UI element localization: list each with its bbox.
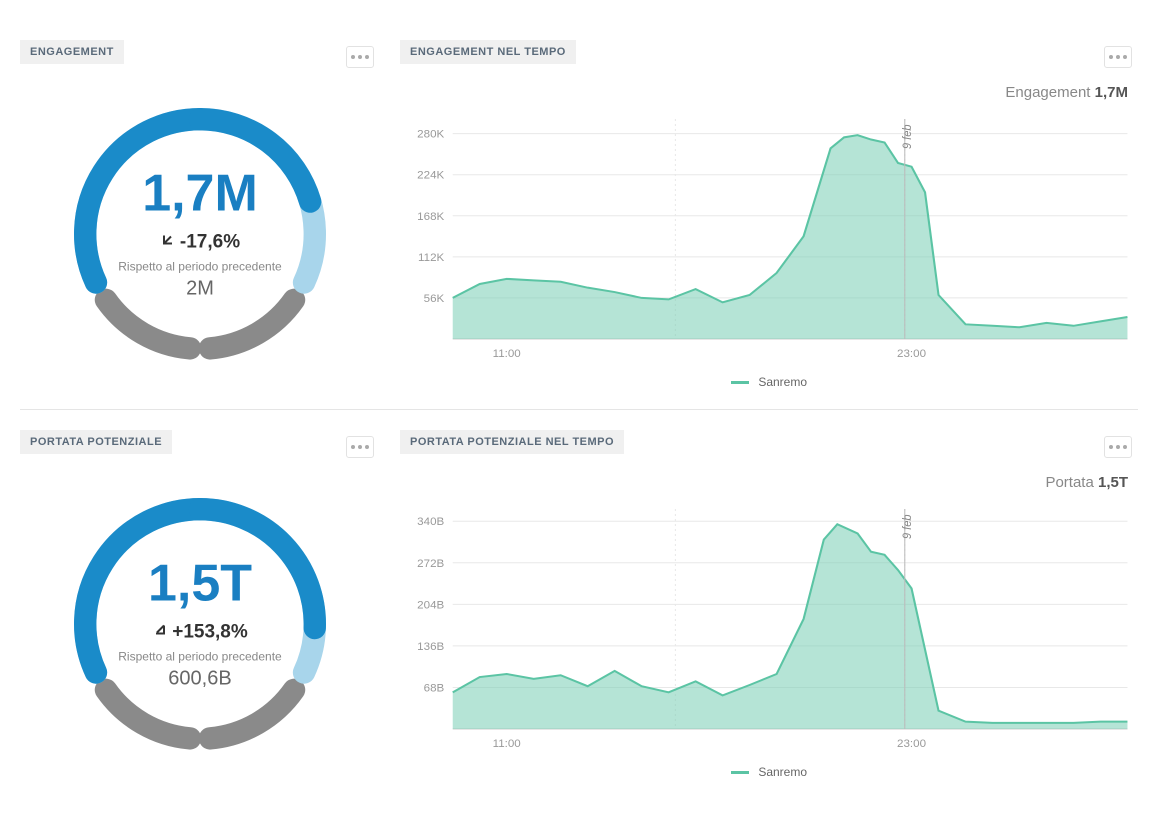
engagement-value: 1,7M [100,168,300,220]
engagement-gauge-panel: ENGAGEMENT 1,7M -17,6% Rispetto al perio… [20,40,380,389]
reach-chart-panel: PORTATA POTENZIALE NEL TEMPO Portata 1,5… [400,430,1138,779]
engagement-change: -17,6% [100,232,300,254]
engagement-title: ENGAGEMENT [20,40,124,64]
svg-text:9 feb: 9 feb [902,515,914,539]
svg-text:340B: 340B [417,516,444,528]
reach-chart: 68B 136B 204B 272B 340B 11:00 23:00 9 feb [400,499,1138,759]
svg-text:23:00: 23:00 [897,738,926,750]
svg-text:136B: 136B [417,641,444,653]
legend-swatch-icon [731,771,749,774]
menu-button-reach[interactable] [346,436,374,458]
svg-text:9 feb: 9 feb [902,125,914,149]
svg-text:168K: 168K [417,211,445,223]
engagement-chart-header: Engagement 1,7M [400,84,1138,101]
svg-text:112K: 112K [418,252,445,264]
engagement-chart-panel: ENGAGEMENT NEL TEMPO Engagement 1,7M 56K… [400,40,1138,389]
engagement-sub-label: Rispetto al periodo precedente [100,260,300,274]
engagement-chart-title: ENGAGEMENT NEL TEMPO [400,40,576,64]
svg-text:56K: 56K [424,293,445,305]
svg-text:11:00: 11:00 [493,348,521,360]
svg-text:224K: 224K [417,170,445,182]
menu-button-engagement-chart[interactable] [1104,46,1132,68]
reach-gauge-panel: PORTATA POTENZIALE 1,5T +153,8% Rispetto… [20,430,380,779]
svg-text:272B: 272B [417,558,444,570]
reach-row: PORTATA POTENZIALE 1,5T +153,8% Rispetto… [20,409,1138,799]
svg-text:280K: 280K [417,129,445,141]
svg-text:204B: 204B [417,600,444,612]
reach-chart-title: PORTATA POTENZIALE NEL TEMPO [400,430,624,454]
reach-legend: Sanremo [400,765,1138,779]
reach-prev-value: 600,6B [100,668,300,691]
reach-gauge: 1,5T +153,8% Rispetto al periodo precede… [60,484,340,764]
reach-title: PORTATA POTENZIALE [20,430,172,454]
engagement-gauge: 1,7M -17,6% Rispetto al periodo preceden… [60,94,340,374]
reach-change: +153,8% [100,622,300,644]
svg-text:11:00: 11:00 [493,738,521,750]
reach-value: 1,5T [100,558,300,610]
arrow-up-icon [152,622,168,644]
engagement-chart: 56K 112K 168K 224K 280K 11:00 23:00 9 feb [400,109,1138,369]
reach-chart-header: Portata 1,5T [400,474,1138,491]
engagement-row: ENGAGEMENT 1,7M -17,6% Rispetto al perio… [20,20,1138,409]
engagement-legend: Sanremo [400,375,1138,389]
engagement-prev-value: 2M [100,278,300,301]
svg-text:23:00: 23:00 [897,348,926,360]
menu-button-reach-chart[interactable] [1104,436,1132,458]
arrow-down-icon [160,232,176,254]
reach-sub-label: Rispetto al periodo precedente [100,650,300,664]
menu-button-engagement[interactable] [346,46,374,68]
svg-text:68B: 68B [424,683,445,695]
legend-swatch-icon [731,381,749,384]
